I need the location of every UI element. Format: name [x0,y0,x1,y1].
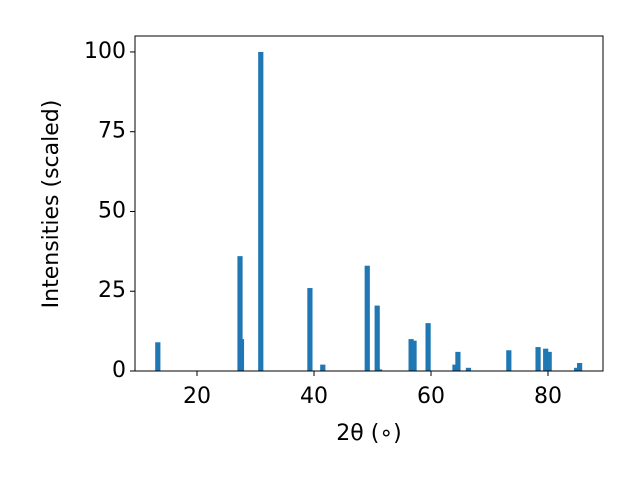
bar [320,364,326,371]
bar [577,363,583,371]
bar [455,351,461,371]
bar [506,350,512,371]
bar [307,288,313,371]
bar [364,265,370,371]
bar [376,369,383,371]
bar [411,340,417,371]
x-tick-label: 20 [183,384,211,409]
bar [155,342,161,371]
bar [535,347,541,371]
y-tick-label: 50 [98,198,126,223]
bar [574,367,580,371]
bar [237,256,243,371]
y-tick-label: 0 [112,358,126,383]
bar [258,51,264,371]
bar [425,323,431,371]
bar [238,339,245,371]
bar [408,339,414,371]
y-axis-label: Intensities (scaled) [39,100,64,309]
y-tick-label: 25 [98,278,126,303]
x-tick-label: 80 [534,384,562,409]
y-tick-label: 75 [98,119,126,144]
bar [452,364,458,371]
x-axis-label: 2θ (∘) [336,421,401,446]
bar [465,367,472,371]
bar [546,351,552,371]
y-tick-label: 100 [84,39,126,64]
bar [543,348,549,371]
bar [374,305,380,371]
x-tick-label: 60 [417,384,445,409]
x-tick-label: 40 [300,384,328,409]
plot-frame [134,35,604,372]
